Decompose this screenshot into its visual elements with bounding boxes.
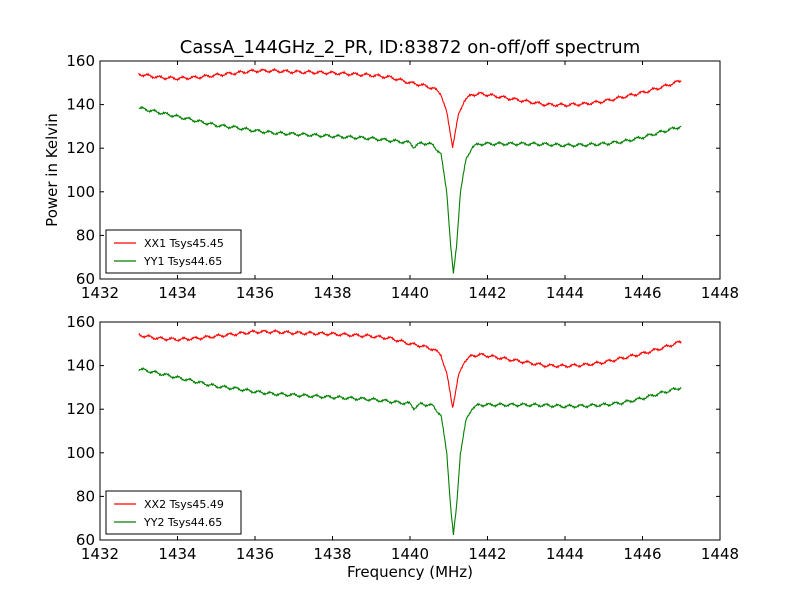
x-tick-label: 1436 [236,545,274,563]
x-tick-label: 1446 [623,284,661,302]
y-tick-label: 80 [76,487,95,505]
x-tick-label: 1432 [81,545,119,563]
x-axis-label: Frequency (MHz) [347,563,473,581]
bottom-subplot: 1432 1434 1436 1438 1440 1442 1444 1446 1448 60 80… [66,313,739,581]
y-tick-label: 140 [66,357,95,375]
legend-label: YY1 Tsys44.65 [143,255,222,268]
y-tick-label: 100 [66,444,95,462]
x-tick-label: 1438 [313,284,351,302]
y-tick-label: 100 [66,183,95,201]
series-line-yy2 [138,367,682,536]
chart-title: CassA_144GHz_2_PR, ID:83872 on-off/off s… [180,37,640,58]
legend-label: YY2 Tsys44.65 [143,516,222,529]
x-tick-label: 1442 [468,284,506,302]
x-tick-label: 1436 [236,284,274,302]
x-tick-label: 1446 [623,545,661,563]
series-line-xx2 [138,328,682,408]
x-tick-label: 1444 [546,284,584,302]
x-tick-label: 1440 [391,545,429,563]
y-tick-label: 120 [66,139,95,157]
x-tick-label: 1448 [701,545,739,563]
legend-box [105,490,242,535]
legend-box [105,229,242,274]
legend: XX2 Tsys45.49 YY2 Tsys44.65 [105,490,242,535]
top-subplot: 1432 1434 1436 1438 1440 1442 1444 1446 1448 60 80… [43,52,739,302]
y-tick-label: 160 [66,52,95,70]
series-line-yy1 [138,105,682,274]
x-tick-label: 1448 [701,284,739,302]
x-tick-label: 1440 [391,284,429,302]
series-line-xx1 [138,67,682,149]
x-tick-label: 1434 [158,284,196,302]
legend: XX1 Tsys45.45 YY1 Tsys44.65 [105,229,242,274]
legend-label: XX2 Tsys45.49 [144,498,224,511]
y-tick-label: 160 [66,313,95,331]
y-tick-label: 120 [66,400,95,418]
x-tick-label: 1432 [81,284,119,302]
x-tick-label: 1434 [158,545,196,563]
y-axis-label: Power in Kelvin [43,113,61,227]
legend-label: XX1 Tsys45.45 [144,237,224,250]
y-tick-label: 140 [66,96,95,114]
x-tick-label: 1438 [313,545,351,563]
x-tick-label: 1444 [546,545,584,563]
y-tick-label: 80 [76,226,95,244]
x-tick-label: 1442 [468,545,506,563]
y-tick-label: 60 [76,270,95,288]
y-tick-label: 60 [76,531,95,549]
